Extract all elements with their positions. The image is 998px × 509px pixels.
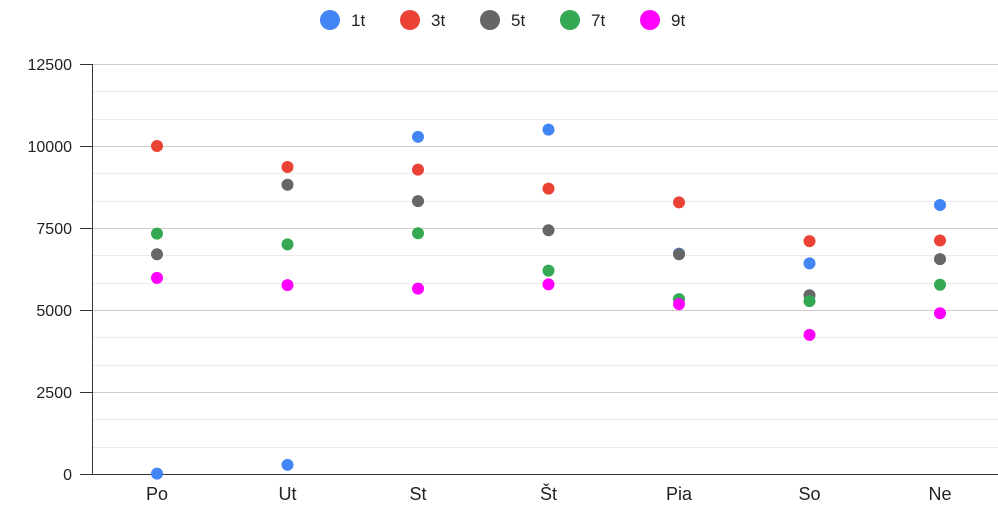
data-point-7t: [542, 264, 555, 277]
data-point-1t: [542, 123, 555, 136]
data-point-1t: [934, 199, 946, 212]
y-tick-label: 0: [63, 467, 72, 484]
data-point-5t: [673, 248, 685, 261]
legend-label-3t: 3t: [431, 11, 445, 30]
data-point-1t: [412, 130, 424, 143]
data-point-5t: [542, 224, 555, 237]
x-tick-labels: Po Ut St Št Pia So Ne: [146, 483, 952, 504]
data-point-7t: [412, 227, 424, 240]
data-point-9t: [673, 298, 685, 311]
legend-marker-5t: [480, 10, 500, 30]
legend-label-9t: 9t: [671, 11, 685, 30]
legend-label-1t: 1t: [351, 11, 365, 30]
legend: 1t 3t 5t 7t 9t: [320, 10, 685, 30]
x-tick-label: Ne: [928, 484, 951, 504]
legend-label-7t: 7t: [591, 11, 605, 30]
data-point-9t: [934, 307, 946, 320]
data-point-1t: [803, 257, 816, 270]
y-tick-label: 7500: [36, 221, 72, 238]
legend-label-5t: 5t: [511, 11, 525, 30]
y-tick-label: 10000: [28, 139, 73, 156]
data-points: [151, 123, 946, 480]
gridlines: [92, 64, 998, 448]
y-tick-label: 2500: [36, 385, 72, 402]
data-point-3t: [934, 234, 946, 247]
y-tick-label: 5000: [36, 303, 72, 320]
data-point-1t: [151, 467, 163, 480]
data-point-9t: [542, 278, 555, 291]
x-tick-label: Pia: [666, 484, 693, 504]
data-point-3t: [281, 160, 294, 173]
y-tick-label: 12500: [28, 57, 73, 74]
axes: [80, 64, 998, 475]
data-point-3t: [803, 235, 816, 248]
x-tick-label: Ut: [279, 484, 297, 504]
data-point-9t: [803, 328, 816, 341]
data-point-3t: [542, 182, 555, 195]
data-point-3t: [412, 163, 424, 176]
data-point-3t: [673, 196, 685, 209]
data-point-5t: [281, 178, 294, 191]
legend-marker-3t: [400, 10, 420, 30]
data-point-5t: [412, 195, 424, 208]
data-point-3t: [151, 140, 163, 152]
legend-marker-1t: [320, 10, 340, 30]
legend-marker-9t: [640, 10, 660, 30]
data-point-9t: [412, 282, 424, 295]
data-point-1t: [281, 458, 294, 471]
x-tick-label: Št: [540, 483, 557, 504]
y-tick-labels: 0 2500 5000 7500 10000 12500: [28, 57, 73, 484]
data-point-5t: [151, 248, 163, 261]
data-point-7t: [281, 238, 294, 251]
x-tick-label: St: [409, 484, 426, 504]
legend-marker-7t: [560, 10, 580, 30]
data-point-7t: [151, 227, 163, 240]
data-point-7t: [934, 278, 946, 291]
x-tick-label: So: [798, 484, 820, 504]
data-point-9t: [151, 271, 163, 284]
data-point-9t: [281, 279, 294, 292]
data-point-7t: [803, 295, 816, 308]
data-point-5t: [934, 253, 946, 266]
x-tick-label: Po: [146, 484, 168, 504]
